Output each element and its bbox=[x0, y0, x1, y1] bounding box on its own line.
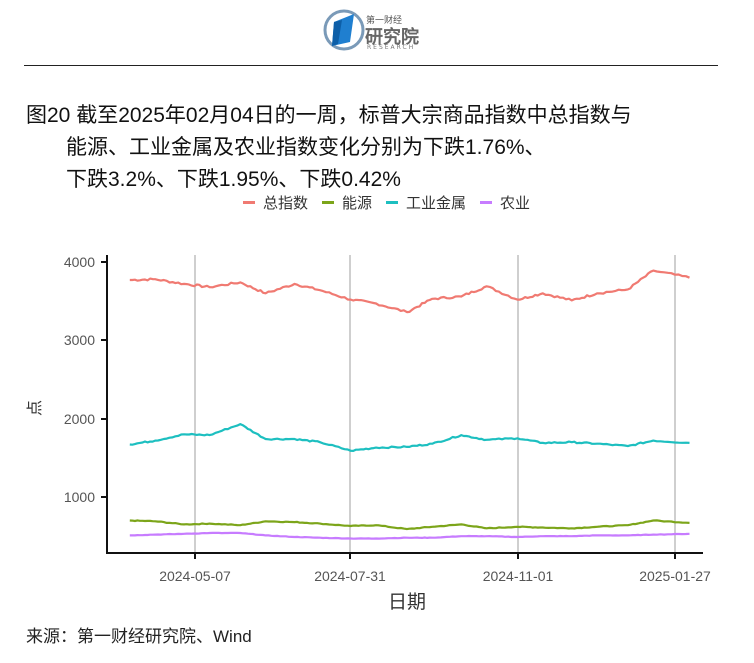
logo-text-main: 研究院 bbox=[365, 27, 419, 48]
legend-item-energy: 能源 bbox=[322, 192, 372, 213]
y-tick-label-3000: 3000 bbox=[64, 332, 95, 348]
legend-swatch-total bbox=[243, 201, 255, 204]
x-tick-label-2025-01-27: 2025-01-27 bbox=[639, 568, 711, 584]
legend-item-agriculture: 农业 bbox=[480, 192, 530, 213]
header-divider bbox=[24, 65, 718, 66]
figure-title-line-3: 下跌3.2%、下跌1.95%、下跌0.42% bbox=[66, 168, 401, 191]
legend-label-agriculture: 农业 bbox=[500, 194, 531, 212]
logo: 第一财经 研究院 RESEARCH bbox=[322, 6, 432, 54]
figure-title-line-1: 图20 截至2025年02月04日的一周，标普大宗商品指数中总指数与 bbox=[26, 104, 632, 127]
legend-label-industrial-metals: 工业金属 bbox=[406, 194, 467, 212]
source-note: 来源：第一财经研究院、Wind bbox=[26, 627, 252, 646]
logo-text-top: 第一财经 bbox=[366, 16, 403, 26]
x-tick-label-2024-07-31: 2024-07-31 bbox=[314, 568, 386, 584]
y-tick-label-4000: 4000 bbox=[64, 254, 95, 270]
y-tick-label-2000: 2000 bbox=[64, 411, 95, 427]
x-gridlines bbox=[194, 255, 676, 553]
series-energy bbox=[129, 519, 690, 531]
legend-label-total: 总指数 bbox=[263, 194, 309, 212]
legend-swatch-energy bbox=[322, 201, 335, 204]
figure-title: 图20 截至2025年02月04日的一周，标普大宗商品指数中总指数与 能源、工业… bbox=[26, 100, 632, 196]
series-layer bbox=[129, 269, 690, 540]
x-axis-title: 日期 bbox=[388, 591, 426, 613]
legend-item-total: 总指数 bbox=[243, 192, 308, 213]
chart-legend: 总指数 能源 工业金属 农业 bbox=[243, 192, 544, 213]
x-tick-label-2024-05-07: 2024-05-07 bbox=[159, 568, 231, 584]
y-ticks bbox=[101, 261, 107, 498]
series-agriculture bbox=[129, 531, 690, 540]
x-tick-label-2024-11-01: 2024-11-01 bbox=[483, 568, 554, 584]
x-ticks bbox=[194, 553, 676, 559]
y-axis-title: 点 bbox=[25, 400, 44, 416]
legend-swatch-industrial-metals bbox=[386, 201, 399, 204]
y-tick-label-1000: 1000 bbox=[64, 489, 95, 505]
first-financial-research-logo-icon bbox=[323, 9, 365, 51]
series-total-index bbox=[129, 269, 690, 314]
legend-item-industrial-metals: 工业金属 bbox=[386, 192, 466, 213]
legend-swatch-agriculture bbox=[480, 201, 493, 204]
logo-text-sub: RESEARCH bbox=[367, 44, 416, 51]
series-industrial-metals bbox=[129, 423, 690, 452]
legend-label-energy: 能源 bbox=[342, 194, 373, 212]
figure-title-line-2: 能源、工业金属及农业指数变化分别为下跌1.76%、 bbox=[66, 136, 546, 159]
